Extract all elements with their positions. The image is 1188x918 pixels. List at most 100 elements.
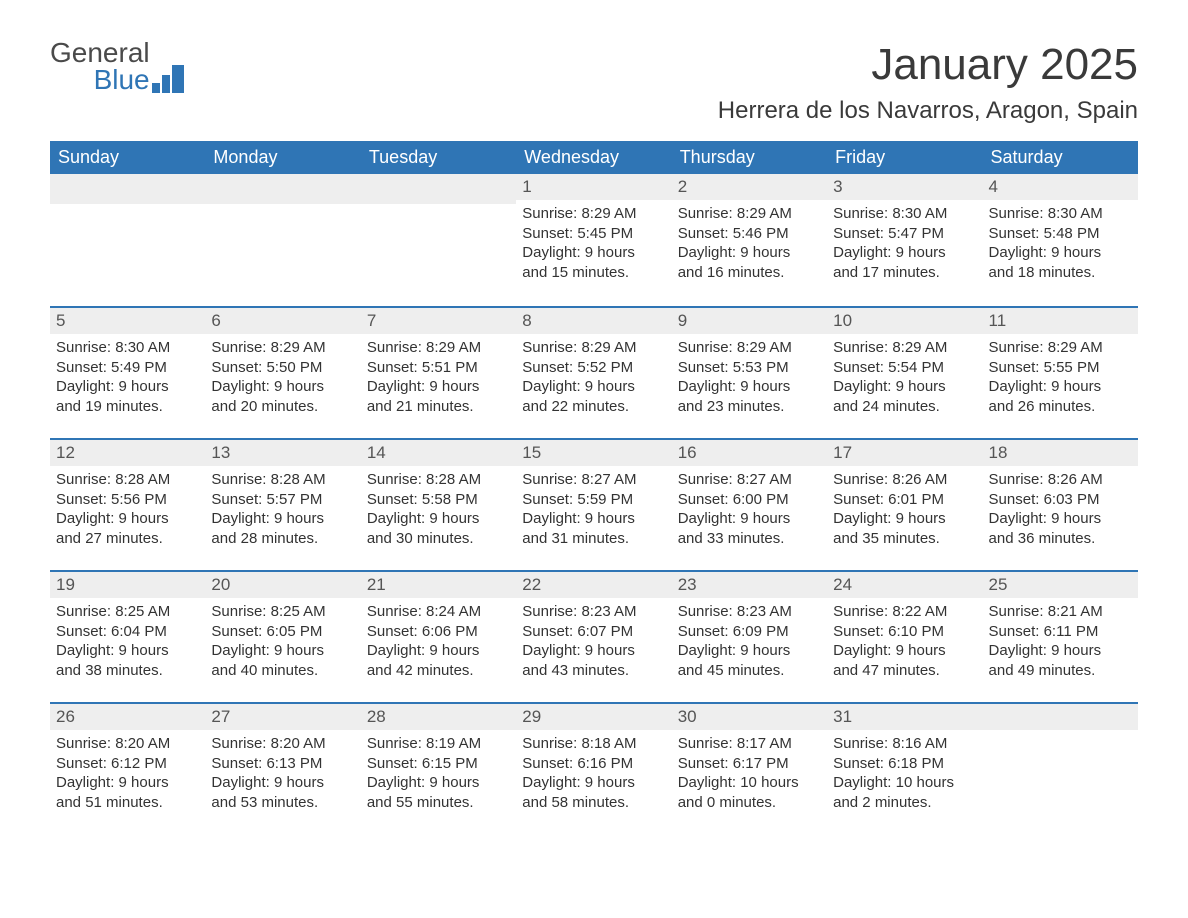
sunset-label: Sunset: <box>989 623 1040 640</box>
calendar-cell: 16Sunrise: 8:27 AMSunset: 6:00 PMDayligh… <box>672 438 827 570</box>
calendar-cell: 31Sunrise: 8:16 AMSunset: 6:18 PMDayligh… <box>827 702 982 834</box>
sunrise-value: 8:27 AM <box>737 471 792 488</box>
daylight-value-1: 9 hours <box>585 642 635 659</box>
daylight-line2: and 53 minutes. <box>211 793 354 813</box>
sunrise-line: Sunrise: 8:27 AM <box>678 470 821 490</box>
daylight-line2: and 26 minutes. <box>989 397 1132 417</box>
daylight-value-1: 9 hours <box>896 510 946 527</box>
sunset-line: Sunset: 5:50 PM <box>211 358 354 378</box>
sunset-label: Sunset: <box>989 225 1040 242</box>
sunset-label: Sunset: <box>367 755 418 772</box>
day-details: Sunrise: 8:19 AMSunset: 6:15 PMDaylight:… <box>361 730 516 818</box>
sunrise-line: Sunrise: 8:25 AM <box>211 602 354 622</box>
sunset-label: Sunset: <box>367 623 418 640</box>
sunrise-line: Sunrise: 8:26 AM <box>989 470 1132 490</box>
day-details: Sunrise: 8:30 AMSunset: 5:48 PMDaylight:… <box>983 200 1138 288</box>
day-number: 21 <box>361 572 516 598</box>
day-details: Sunrise: 8:30 AMSunset: 5:47 PMDaylight:… <box>827 200 982 288</box>
day-number: 16 <box>672 440 827 466</box>
sunrise-line: Sunrise: 8:17 AM <box>678 734 821 754</box>
weekday-header: Monday <box>205 141 360 174</box>
sunrise-value: 8:20 AM <box>271 735 326 752</box>
sunrise-value: 8:23 AM <box>737 603 792 620</box>
logo-text: General Blue <box>50 40 150 93</box>
day-number: 18 <box>983 440 1138 466</box>
sunrise-label: Sunrise: <box>678 205 733 222</box>
sunrise-line: Sunrise: 8:29 AM <box>833 338 976 358</box>
day-details: Sunrise: 8:20 AMSunset: 6:13 PMDaylight:… <box>205 730 360 818</box>
daylight-line2: and 47 minutes. <box>833 661 976 681</box>
sunset-value: 5:52 PM <box>577 359 633 376</box>
calendar-cell: 12Sunrise: 8:28 AMSunset: 5:56 PMDayligh… <box>50 438 205 570</box>
sunset-label: Sunset: <box>56 755 107 772</box>
day-number: 13 <box>205 440 360 466</box>
sunrise-label: Sunrise: <box>522 339 577 356</box>
daylight-value-1: 9 hours <box>1051 244 1101 261</box>
daylight-value-1: 9 hours <box>119 378 169 395</box>
sunset-line: Sunset: 6:10 PM <box>833 622 976 642</box>
sunrise-line: Sunrise: 8:24 AM <box>367 602 510 622</box>
sunset-value: 5:54 PM <box>888 359 944 376</box>
daylight-label: Daylight: <box>989 244 1047 261</box>
logo-word-blue: Blue <box>50 67 150 94</box>
sunset-line: Sunset: 5:59 PM <box>522 490 665 510</box>
daylight-line2: and 55 minutes. <box>367 793 510 813</box>
daylight-label: Daylight: <box>522 510 580 527</box>
sunrise-label: Sunrise: <box>522 735 577 752</box>
sunset-value: 5:57 PM <box>266 491 322 508</box>
daylight-label: Daylight: <box>56 510 114 527</box>
sunset-line: Sunset: 6:09 PM <box>678 622 821 642</box>
day-details: Sunrise: 8:26 AMSunset: 6:03 PMDaylight:… <box>983 466 1138 554</box>
day-number: 10 <box>827 308 982 334</box>
sunrise-value: 8:30 AM <box>115 339 170 356</box>
calendar-cell: 18Sunrise: 8:26 AMSunset: 6:03 PMDayligh… <box>983 438 1138 570</box>
day-number: 15 <box>516 440 671 466</box>
sunrise-line: Sunrise: 8:18 AM <box>522 734 665 754</box>
daylight-line2: and 27 minutes. <box>56 529 199 549</box>
day-number: 23 <box>672 572 827 598</box>
daylight-value-1: 9 hours <box>429 510 479 527</box>
sunrise-value: 8:29 AM <box>892 339 947 356</box>
day-details: Sunrise: 8:18 AMSunset: 6:16 PMDaylight:… <box>516 730 671 818</box>
daylight-label: Daylight: <box>678 774 736 791</box>
daylight-value-1: 9 hours <box>740 510 790 527</box>
sunset-line: Sunset: 5:55 PM <box>989 358 1132 378</box>
daylight-value-1: 9 hours <box>896 244 946 261</box>
daylight-label: Daylight: <box>678 378 736 395</box>
daylight-line1: Daylight: 9 hours <box>56 641 199 661</box>
sunrise-label: Sunrise: <box>833 603 888 620</box>
daylight-label: Daylight: <box>833 642 891 659</box>
day-details: Sunrise: 8:20 AMSunset: 6:12 PMDaylight:… <box>50 730 205 818</box>
sunrise-value: 8:28 AM <box>271 471 326 488</box>
daylight-value-1: 9 hours <box>274 774 324 791</box>
sunrise-label: Sunrise: <box>522 205 577 222</box>
daylight-line1: Daylight: 9 hours <box>989 243 1132 263</box>
sunrise-label: Sunrise: <box>833 205 888 222</box>
sunrise-value: 8:24 AM <box>426 603 481 620</box>
calendar-cell: 2Sunrise: 8:29 AMSunset: 5:46 PMDaylight… <box>672 174 827 306</box>
sunset-value: 6:05 PM <box>266 623 322 640</box>
sunrise-line: Sunrise: 8:22 AM <box>833 602 976 622</box>
day-details: Sunrise: 8:29 AMSunset: 5:50 PMDaylight:… <box>205 334 360 422</box>
sunset-line: Sunset: 5:48 PM <box>989 224 1132 244</box>
day-details: Sunrise: 8:25 AMSunset: 6:05 PMDaylight:… <box>205 598 360 686</box>
day-details: Sunrise: 8:21 AMSunset: 6:11 PMDaylight:… <box>983 598 1138 686</box>
sunset-line: Sunset: 5:52 PM <box>522 358 665 378</box>
day-details: Sunrise: 8:29 AMSunset: 5:45 PMDaylight:… <box>516 200 671 288</box>
day-details: Sunrise: 8:29 AMSunset: 5:46 PMDaylight:… <box>672 200 827 288</box>
sunrise-label: Sunrise: <box>833 339 888 356</box>
calendar-cell: 20Sunrise: 8:25 AMSunset: 6:05 PMDayligh… <box>205 570 360 702</box>
sunrise-value: 8:16 AM <box>892 735 947 752</box>
calendar-cell: 15Sunrise: 8:27 AMSunset: 5:59 PMDayligh… <box>516 438 671 570</box>
day-details: Sunrise: 8:28 AMSunset: 5:56 PMDaylight:… <box>50 466 205 554</box>
sunrise-value: 8:29 AM <box>426 339 481 356</box>
day-details: Sunrise: 8:29 AMSunset: 5:52 PMDaylight:… <box>516 334 671 422</box>
daylight-line1: Daylight: 9 hours <box>522 641 665 661</box>
sunset-label: Sunset: <box>833 755 884 772</box>
day-number: 26 <box>50 704 205 730</box>
sunrise-line: Sunrise: 8:29 AM <box>678 204 821 224</box>
sunset-label: Sunset: <box>833 225 884 242</box>
sunrise-value: 8:29 AM <box>737 205 792 222</box>
sunrise-line: Sunrise: 8:20 AM <box>211 734 354 754</box>
sunrise-value: 8:29 AM <box>737 339 792 356</box>
